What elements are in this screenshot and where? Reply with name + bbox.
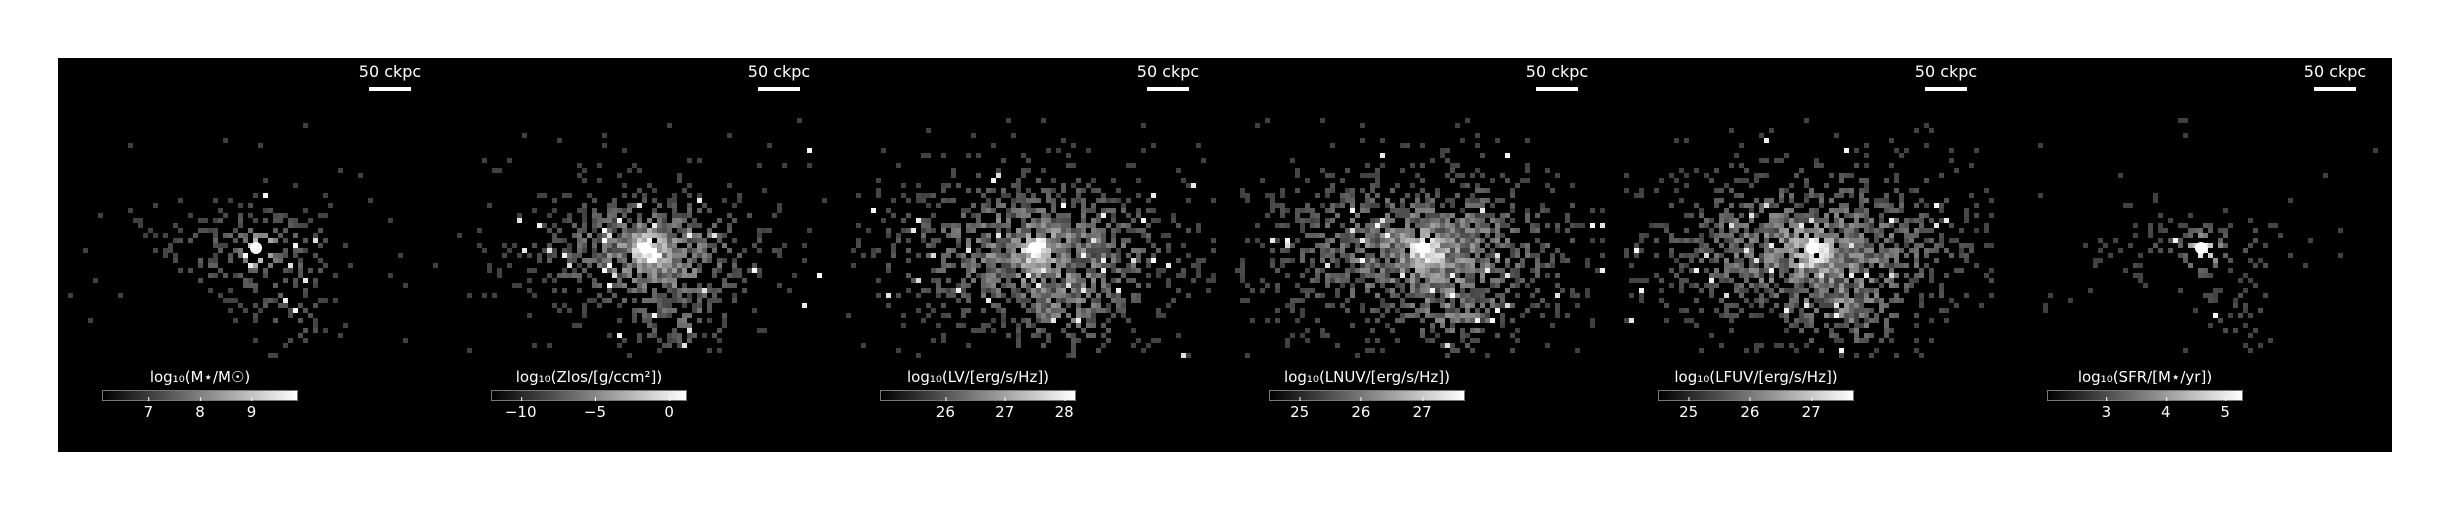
colorbar-ticks: 26 27 28	[880, 397, 1076, 423]
panel-sfr: 50 ckpc log₁₀(SFR/[M⋆/yr]) 3 4 5	[2003, 58, 2392, 452]
panel-nuv-luminosity: 50 ckpc log₁₀(LNUV/[erg/s/Hz]) 25 26 27	[1225, 58, 1614, 452]
colorbar-label: log₁₀(LV/[erg/s/Hz])	[906, 368, 1050, 386]
colorbar-tick: 9	[246, 397, 257, 421]
colorbar-ticks: 25 26 27	[1269, 397, 1465, 423]
nuv-luminosity-map	[1235, 118, 1605, 358]
fuv-luminosity-map	[1624, 118, 1994, 358]
colorbar-tick: −10	[504, 397, 537, 421]
colorbar-tick: 7	[143, 397, 154, 421]
colorbar-gradient	[1658, 390, 1854, 401]
colorbar-tick: 27	[1412, 397, 1432, 421]
galaxy-map-strip: 50 ckpc log₁₀(M⋆/M☉) 7 8 9 50 ckpc log₁₀…	[58, 58, 2392, 452]
scale-bar: 50 ckpc	[1522, 62, 1592, 91]
scale-bar-line	[2314, 87, 2356, 91]
scale-bar-line	[369, 87, 411, 91]
scale-bar: 50 ckpc	[744, 62, 814, 91]
sfr-map	[2038, 118, 2378, 353]
panel-metallicity: 50 ckpc log₁₀(Zlos/[g/ccm²]) −10 −5 0	[447, 58, 836, 452]
colorbar-tick: 25	[1290, 397, 1310, 421]
scale-bar-label: 50 ckpc	[2303, 62, 2367, 81]
scale-bar: 50 ckpc	[2300, 62, 2370, 91]
colorbar-tick: 27	[1801, 397, 1821, 421]
v-luminosity-map	[846, 118, 1216, 358]
colorbar-label: log₁₀(Zlos/[g/ccm²])	[515, 368, 663, 386]
scale-bar-line	[1147, 87, 1189, 91]
panel-fuv-luminosity: 50 ckpc log₁₀(LFUV/[erg/s/Hz]) 25 26 27	[1614, 58, 2003, 452]
colorbar-tick: 0	[664, 397, 674, 421]
colorbar-tick: −5	[583, 397, 606, 421]
colorbar: log₁₀(Zlos/[g/ccm²]) −10 −5 0	[491, 368, 687, 423]
colorbar: log₁₀(LV/[erg/s/Hz]) 26 27 28	[880, 368, 1076, 423]
scale-bar: 50 ckpc	[355, 62, 425, 91]
colorbar-ticks: 25 26 27	[1658, 397, 1854, 423]
scale-bar-label: 50 ckpc	[358, 62, 422, 81]
scale-bar-line	[1925, 87, 1967, 91]
scale-bar-line	[1536, 87, 1578, 91]
scale-bar-label: 50 ckpc	[1914, 62, 1978, 81]
scale-bar-line	[758, 87, 800, 91]
colorbar-ticks: 3 4 5	[2047, 397, 2243, 423]
panel-stellar-mass: 50 ckpc log₁₀(M⋆/M☉) 7 8 9	[58, 58, 447, 452]
colorbar-tick: 3	[2101, 397, 2112, 421]
colorbar-gradient	[491, 390, 687, 401]
colorbar-tick: 28	[1054, 397, 1074, 421]
stellar-mass-map	[68, 123, 438, 358]
scale-bar: 50 ckpc	[1911, 62, 1981, 91]
panel-v-luminosity: 50 ckpc log₁₀(LV/[erg/s/Hz]) 26 27 28	[836, 58, 1225, 452]
scale-bar: 50 ckpc	[1133, 62, 1203, 91]
colorbar: log₁₀(LNUV/[erg/s/Hz]) 25 26 27	[1269, 368, 1465, 423]
colorbar-gradient	[1269, 390, 1465, 401]
colorbar-label: log₁₀(SFR/[M⋆/yr])	[2077, 368, 2213, 386]
colorbar-tick: 26	[935, 397, 955, 421]
colorbar: log₁₀(LFUV/[erg/s/Hz]) 25 26 27	[1658, 368, 1854, 423]
colorbar-tick: 26	[1740, 397, 1760, 421]
scale-bar-label: 50 ckpc	[747, 62, 811, 81]
colorbar-gradient	[880, 390, 1076, 401]
colorbar: log₁₀(SFR/[M⋆/yr]) 3 4 5	[2047, 368, 2243, 423]
metallicity-map	[457, 118, 827, 358]
colorbar-label: log₁₀(M⋆/M☉)	[149, 368, 251, 386]
colorbar-tick: 25	[1679, 397, 1699, 421]
colorbar: log₁₀(M⋆/M☉) 7 8 9	[102, 368, 298, 423]
scale-bar-label: 50 ckpc	[1525, 62, 1589, 81]
colorbar-tick: 8	[195, 397, 205, 421]
colorbar-gradient	[2047, 390, 2243, 401]
colorbar-label: log₁₀(LFUV/[erg/s/Hz])	[1674, 368, 1838, 386]
colorbar-tick: 26	[1351, 397, 1371, 421]
colorbar-ticks: −10 −5 0	[491, 397, 687, 423]
colorbar-tick: 5	[2220, 397, 2230, 421]
colorbar-ticks: 7 8 9	[102, 397, 298, 423]
colorbar-tick: 4	[2161, 397, 2171, 421]
colorbar-label: log₁₀(LNUV/[erg/s/Hz])	[1284, 368, 1450, 386]
scale-bar-label: 50 ckpc	[1136, 62, 1200, 81]
colorbar-tick: 27	[995, 397, 1015, 421]
